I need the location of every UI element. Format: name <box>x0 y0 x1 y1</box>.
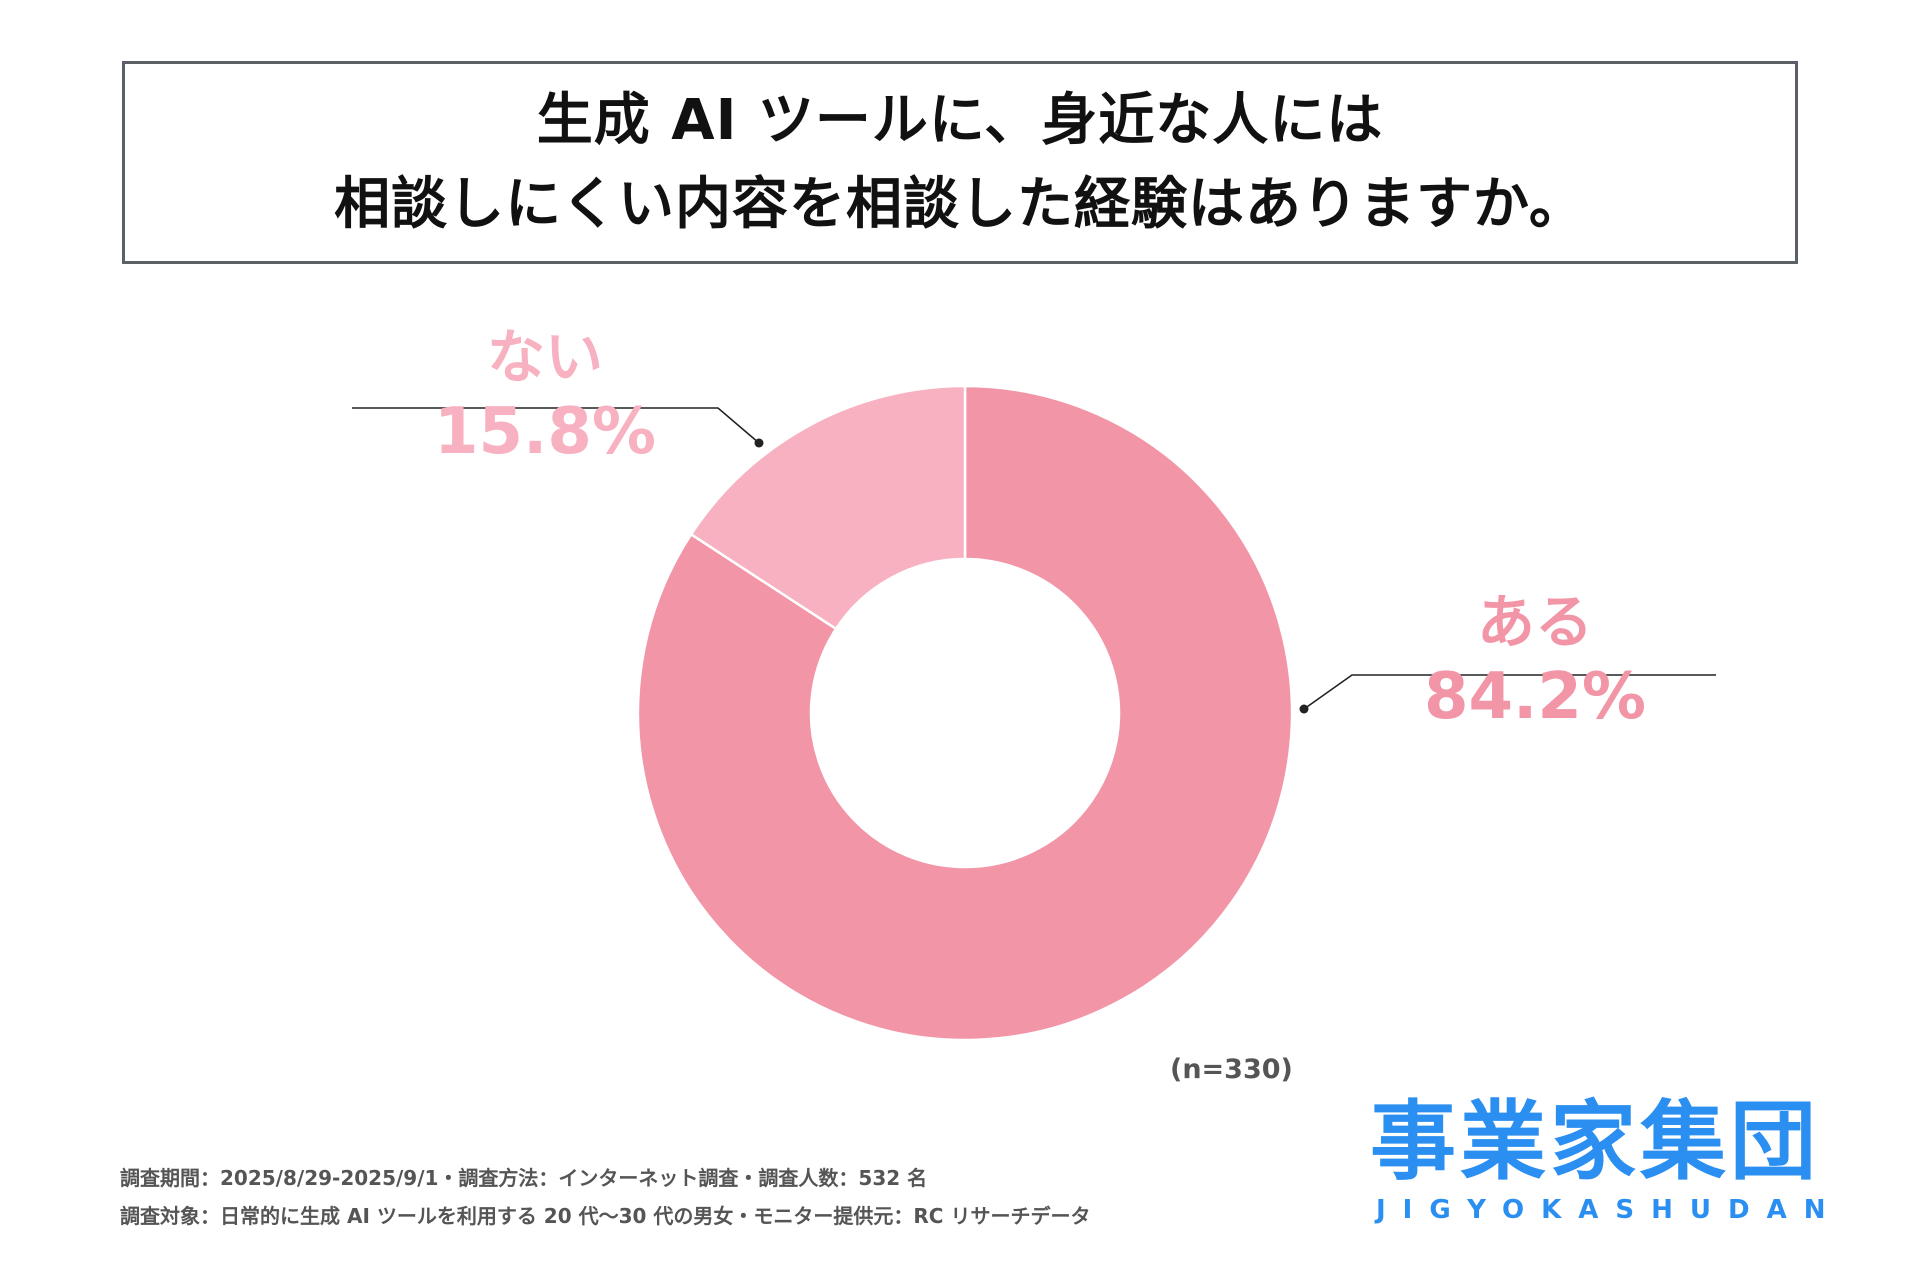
slice-value-nai: 15.8% <box>433 395 657 469</box>
slice-name-aru: ある <box>1476 588 1593 656</box>
slice-label-nai: ない 15.8% <box>420 322 670 472</box>
slice-value-aru: 84.2% <box>1423 660 1647 734</box>
leader-line-aru <box>1299 674 1716 714</box>
slice-label-aru: ある 84.2% <box>1400 587 1670 737</box>
leader-dot-nai <box>754 438 764 448</box>
footnote-survey-period: 調査期間：2025/8/29-2025/9/1・調査方法：インターネット調査・調… <box>120 1166 928 1190</box>
logo-wordmark: 事業家集団 <box>1370 1092 1820 1192</box>
company-logo: 事業家集団 JIGYOKASHUDAN <box>1370 1092 1843 1228</box>
slice-name-nai: ない <box>486 323 603 391</box>
title-line-2: 相談しにくい内容を相談した経験はありますか。 <box>334 171 1586 237</box>
title-line-1: 生成 AI ツールに、身近な人には <box>536 87 1384 153</box>
donut-slice-nai <box>689 384 967 631</box>
sample-size-note: (n=330) <box>1170 1054 1293 1085</box>
donut-slices <box>636 384 1294 1042</box>
leader-dot-aru <box>1299 704 1309 714</box>
leader-line-nai <box>352 407 764 448</box>
logo-romanized: JIGYOKASHUDAN <box>1376 1195 1843 1225</box>
title-box: 生成 AI ツールに、身近な人には 相談しにくい内容を相談した経験はありますか。 <box>122 61 1798 264</box>
donut-slice-aru <box>636 384 1294 1042</box>
footnote-survey-target: 調査対象：日常的に生成 AI ツールを利用する 20 代〜30 代の男女・モニタ… <box>120 1204 1091 1228</box>
